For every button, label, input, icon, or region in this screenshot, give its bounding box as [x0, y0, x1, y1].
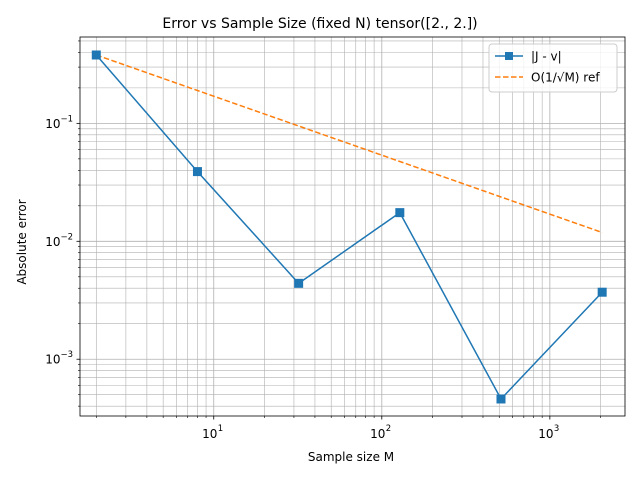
x-tick-label: 10	[370, 427, 385, 441]
grid-layer	[80, 37, 625, 416]
series-line-0	[95, 54, 603, 400]
y-tick-label: 10	[45, 117, 60, 131]
y-tick-exponent: −2	[60, 232, 73, 242]
legend-label-1: O(1/√M) ref	[531, 71, 600, 85]
series-0-marker	[294, 278, 304, 288]
series-layer	[91, 50, 607, 404]
x-tick-exponent: 2	[386, 424, 391, 434]
legend-marker-0	[505, 52, 513, 60]
y-tick-label: 10	[45, 235, 60, 249]
y-tick-exponent: −3	[60, 350, 73, 360]
series-0-marker	[597, 287, 607, 297]
y-tick-exponent: −1	[60, 114, 73, 124]
x-axis-label: Sample size M	[308, 450, 394, 464]
chart-title: Error vs Sample Size (fixed N) tensor([2…	[162, 16, 477, 32]
plot-frame	[79, 36, 626, 417]
series-0-marker	[395, 208, 405, 218]
y-axis-label: Absolute error	[15, 199, 29, 284]
series-line-1	[96, 54, 603, 234]
series-0-marker	[192, 167, 202, 177]
y-tick-label: 10	[45, 353, 60, 367]
legend-label-0: |J - v|	[531, 50, 562, 64]
series-0-marker	[91, 50, 101, 60]
x-tick-label: 10	[202, 427, 217, 441]
x-tick-label: 10	[538, 427, 553, 441]
series-0-marker	[496, 394, 506, 404]
ticks-layer: 10 1 10 2 10 3−310−210−110	[45, 40, 601, 441]
x-tick-exponent: 3	[554, 424, 559, 434]
legend: |J - v| O(1/√M) ref	[488, 43, 618, 93]
x-tick-exponent: 1	[218, 424, 223, 434]
